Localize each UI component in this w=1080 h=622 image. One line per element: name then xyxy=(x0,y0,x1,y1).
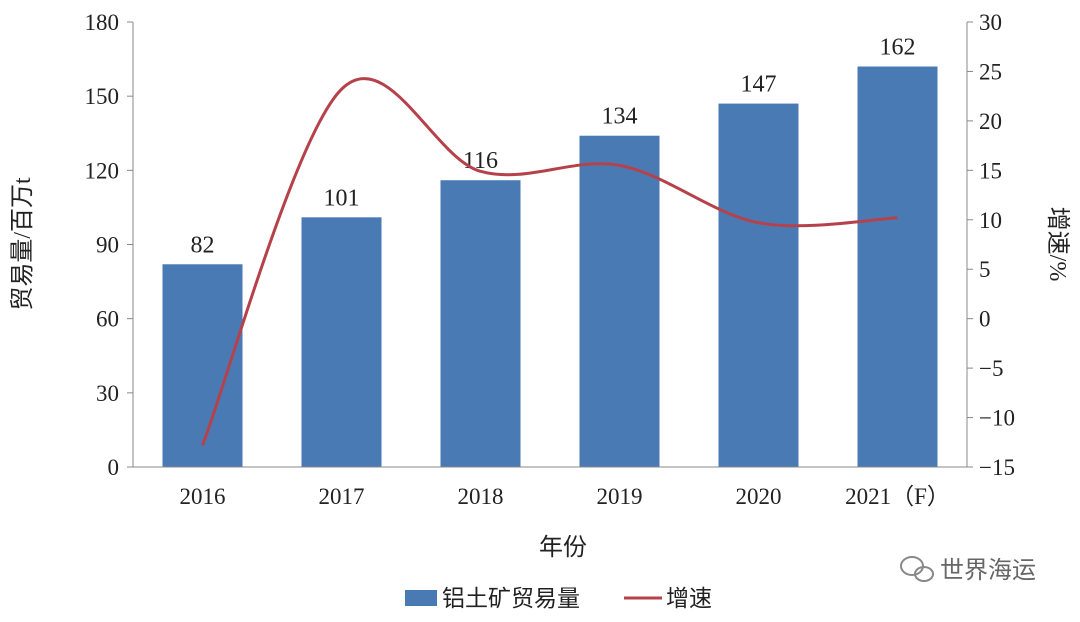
data-label-2021（F）: 162 xyxy=(880,35,916,61)
x-tick-label: 2016 xyxy=(180,484,226,509)
data-label-2020: 147 xyxy=(741,72,777,98)
x-axis-label: 年份 xyxy=(539,534,587,561)
y2-tick-label: −15 xyxy=(979,455,1015,480)
y2-tick-label: −5 xyxy=(979,356,1003,381)
x-tick-label: 2018 xyxy=(458,484,504,509)
legend-label-bar: 铝土矿贸易量 xyxy=(442,586,580,611)
bar-2018 xyxy=(440,180,521,467)
y-tick-label: 60 xyxy=(96,307,119,332)
y2-tick-label: 0 xyxy=(979,307,991,332)
x-tick-label: 2017 xyxy=(319,484,365,509)
bar-2019 xyxy=(579,135,660,467)
wechat-icon xyxy=(900,556,934,582)
y2-axis-label: 增速/% xyxy=(1044,207,1071,282)
x-tick-label: 2020 xyxy=(736,484,782,509)
legend-swatch-bar xyxy=(405,590,437,606)
y2-tick-label: 5 xyxy=(979,257,991,282)
y-tick-label: 180 xyxy=(85,10,120,35)
bar-2021（F） xyxy=(857,66,938,467)
legend-label-line: 增速 xyxy=(666,586,712,611)
bar-2017 xyxy=(301,217,382,467)
x-tick-label: 2019 xyxy=(597,484,643,509)
y-tick-label: 150 xyxy=(85,84,120,109)
growth-line xyxy=(201,77,898,446)
y2-tick-label: 20 xyxy=(979,109,1002,134)
y2-tick-label: 15 xyxy=(979,158,1002,183)
y2-tick-label: 25 xyxy=(979,59,1002,84)
y2-tick-label: −10 xyxy=(979,406,1015,431)
data-label-2016: 82 xyxy=(191,232,215,258)
data-label-2019: 134 xyxy=(602,104,638,130)
watermark: 世界海运 xyxy=(900,556,1036,584)
y-tick-label: 120 xyxy=(85,158,120,183)
y-tick-label: 30 xyxy=(96,381,119,406)
watermark-text: 世界海运 xyxy=(940,556,1036,584)
y2-tick-label: 30 xyxy=(979,10,1002,35)
y-tick-label: 90 xyxy=(96,233,119,258)
y-tick-label: 0 xyxy=(108,455,120,480)
bar-2020 xyxy=(718,103,799,467)
data-label-2017: 101 xyxy=(324,185,360,211)
y2-tick-label: 10 xyxy=(979,208,1002,233)
x-tick-label: 2021（F） xyxy=(845,484,950,509)
y-axis-label: 贸易量/百万t xyxy=(9,177,36,311)
legend: 铝土矿贸易量 增速 xyxy=(405,586,712,611)
